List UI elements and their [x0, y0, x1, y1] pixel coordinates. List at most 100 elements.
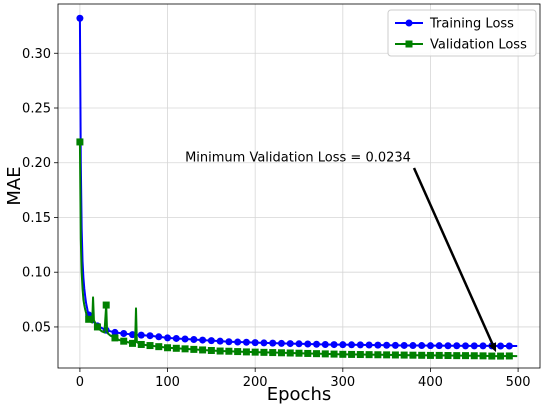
data-point-training-loss	[137, 331, 145, 339]
data-point-training-loss	[453, 342, 461, 350]
data-point-validation-loss	[76, 138, 84, 146]
data-point-training-loss	[181, 335, 189, 343]
data-point-validation-loss	[242, 348, 250, 356]
data-point-training-loss	[391, 341, 399, 349]
data-point-validation-loss	[391, 351, 399, 359]
data-point-validation-loss	[207, 346, 215, 354]
data-point-validation-loss	[348, 350, 356, 358]
x-tick-label: 200	[243, 375, 268, 390]
data-point-validation-loss	[426, 351, 434, 359]
data-point-training-loss	[216, 337, 224, 345]
grid-lines	[58, 4, 540, 368]
data-point-training-loss	[505, 342, 513, 350]
data-point-training-loss	[251, 339, 259, 347]
x-tick-label: 100	[155, 375, 180, 390]
y-tick-label: 0.05	[22, 320, 51, 335]
data-point-validation-loss	[409, 351, 417, 359]
data-point-validation-loss	[260, 348, 268, 356]
data-point-validation-loss	[128, 339, 136, 347]
series-training-loss	[76, 14, 518, 350]
data-point-training-loss	[146, 332, 154, 340]
data-point-training-loss	[356, 341, 364, 349]
data-point-validation-loss	[225, 347, 233, 355]
data-point-validation-loss	[470, 352, 478, 360]
data-point-validation-loss	[383, 351, 391, 359]
data-point-validation-loss	[339, 350, 347, 358]
x-tick-label: 300	[330, 375, 355, 390]
y-axis-label: MAE	[4, 166, 25, 205]
annotation-arrow-head	[488, 342, 497, 353]
data-point-validation-loss	[488, 352, 496, 360]
legend-item-training-loss: Training Loss	[395, 17, 514, 32]
x-tick-label: 400	[418, 375, 443, 390]
data-point-validation-loss	[365, 351, 373, 359]
legend-label-training-loss: Training Loss	[429, 17, 514, 32]
data-point-validation-loss	[190, 345, 198, 353]
legend-label-validation-loss: Validation Loss	[430, 38, 527, 53]
data-point-validation-loss	[497, 352, 505, 360]
data-point-validation-loss	[435, 351, 443, 359]
data-point-validation-loss	[330, 350, 338, 358]
series-validation-loss	[76, 138, 518, 360]
plot-area	[58, 4, 540, 368]
data-point-training-loss	[234, 338, 242, 346]
data-point-validation-loss	[462, 352, 470, 360]
data-point-validation-loss	[321, 350, 329, 358]
data-point-validation-loss	[400, 351, 408, 359]
data-point-training-loss	[286, 340, 294, 348]
y-tick-label: 0.10	[22, 266, 51, 281]
y-tick-label: 0.30	[22, 47, 51, 62]
data-point-training-loss	[470, 342, 478, 350]
data-point-training-loss	[277, 339, 285, 347]
data-point-validation-loss	[102, 301, 110, 309]
data-point-training-loss	[199, 336, 207, 344]
data-point-training-loss	[304, 340, 312, 348]
data-point-validation-loss	[155, 343, 163, 351]
data-point-training-loss	[242, 338, 250, 346]
x-tick-label: 500	[506, 375, 531, 390]
data-point-training-loss	[321, 340, 329, 348]
y-tick-label: 0.15	[22, 211, 51, 226]
x-axis-label: Epochs	[267, 384, 332, 405]
data-point-validation-loss	[93, 323, 101, 331]
legend-box	[387, 9, 537, 57]
data-point-training-loss	[383, 341, 391, 349]
plot-frame	[57, 3, 541, 369]
axis-ticks: 0 100 200 300 400 500 0.05 0.10 0.15 0.20 0.25 0.30	[22, 47, 530, 390]
data-point-validation-loss	[234, 348, 242, 356]
data-point-validation-loss	[418, 351, 426, 359]
data-point-validation-loss	[277, 349, 285, 357]
data-point-training-loss	[260, 339, 268, 347]
data-point-validation-loss	[295, 349, 303, 357]
data-point-training-loss	[330, 341, 338, 349]
data-point-training-loss	[418, 342, 426, 350]
legend: Training Loss Validation Loss	[387, 9, 537, 57]
x-tick-label: 0	[76, 375, 84, 390]
data-point-validation-loss	[137, 340, 145, 348]
data-point-training-loss	[348, 341, 356, 349]
data-point-validation-loss	[120, 337, 128, 345]
data-point-validation-loss	[164, 344, 172, 352]
data-point-training-loss	[128, 331, 136, 339]
data-point-training-loss	[365, 341, 373, 349]
data-point-training-loss	[207, 337, 215, 345]
data-point-validation-loss	[286, 349, 294, 357]
legend-item-validation-loss: Validation Loss	[395, 38, 527, 53]
data-point-validation-loss	[453, 352, 461, 360]
data-point-training-loss	[120, 330, 128, 338]
data-point-training-loss	[444, 342, 452, 350]
data-point-training-loss	[479, 342, 487, 350]
data-point-training-loss	[313, 340, 321, 348]
legend-marker-validation-loss	[405, 40, 413, 48]
series-layer	[76, 14, 518, 360]
data-point-validation-loss	[505, 352, 513, 360]
data-point-training-loss	[462, 342, 470, 350]
data-point-training-loss	[225, 338, 233, 346]
data-point-training-loss	[426, 342, 434, 350]
data-point-training-loss	[172, 334, 180, 342]
data-point-training-loss	[409, 342, 417, 350]
data-point-validation-loss	[199, 346, 207, 354]
data-point-validation-loss	[181, 345, 189, 353]
y-tick-label: 0.25	[22, 102, 51, 117]
data-point-training-loss	[295, 340, 303, 348]
